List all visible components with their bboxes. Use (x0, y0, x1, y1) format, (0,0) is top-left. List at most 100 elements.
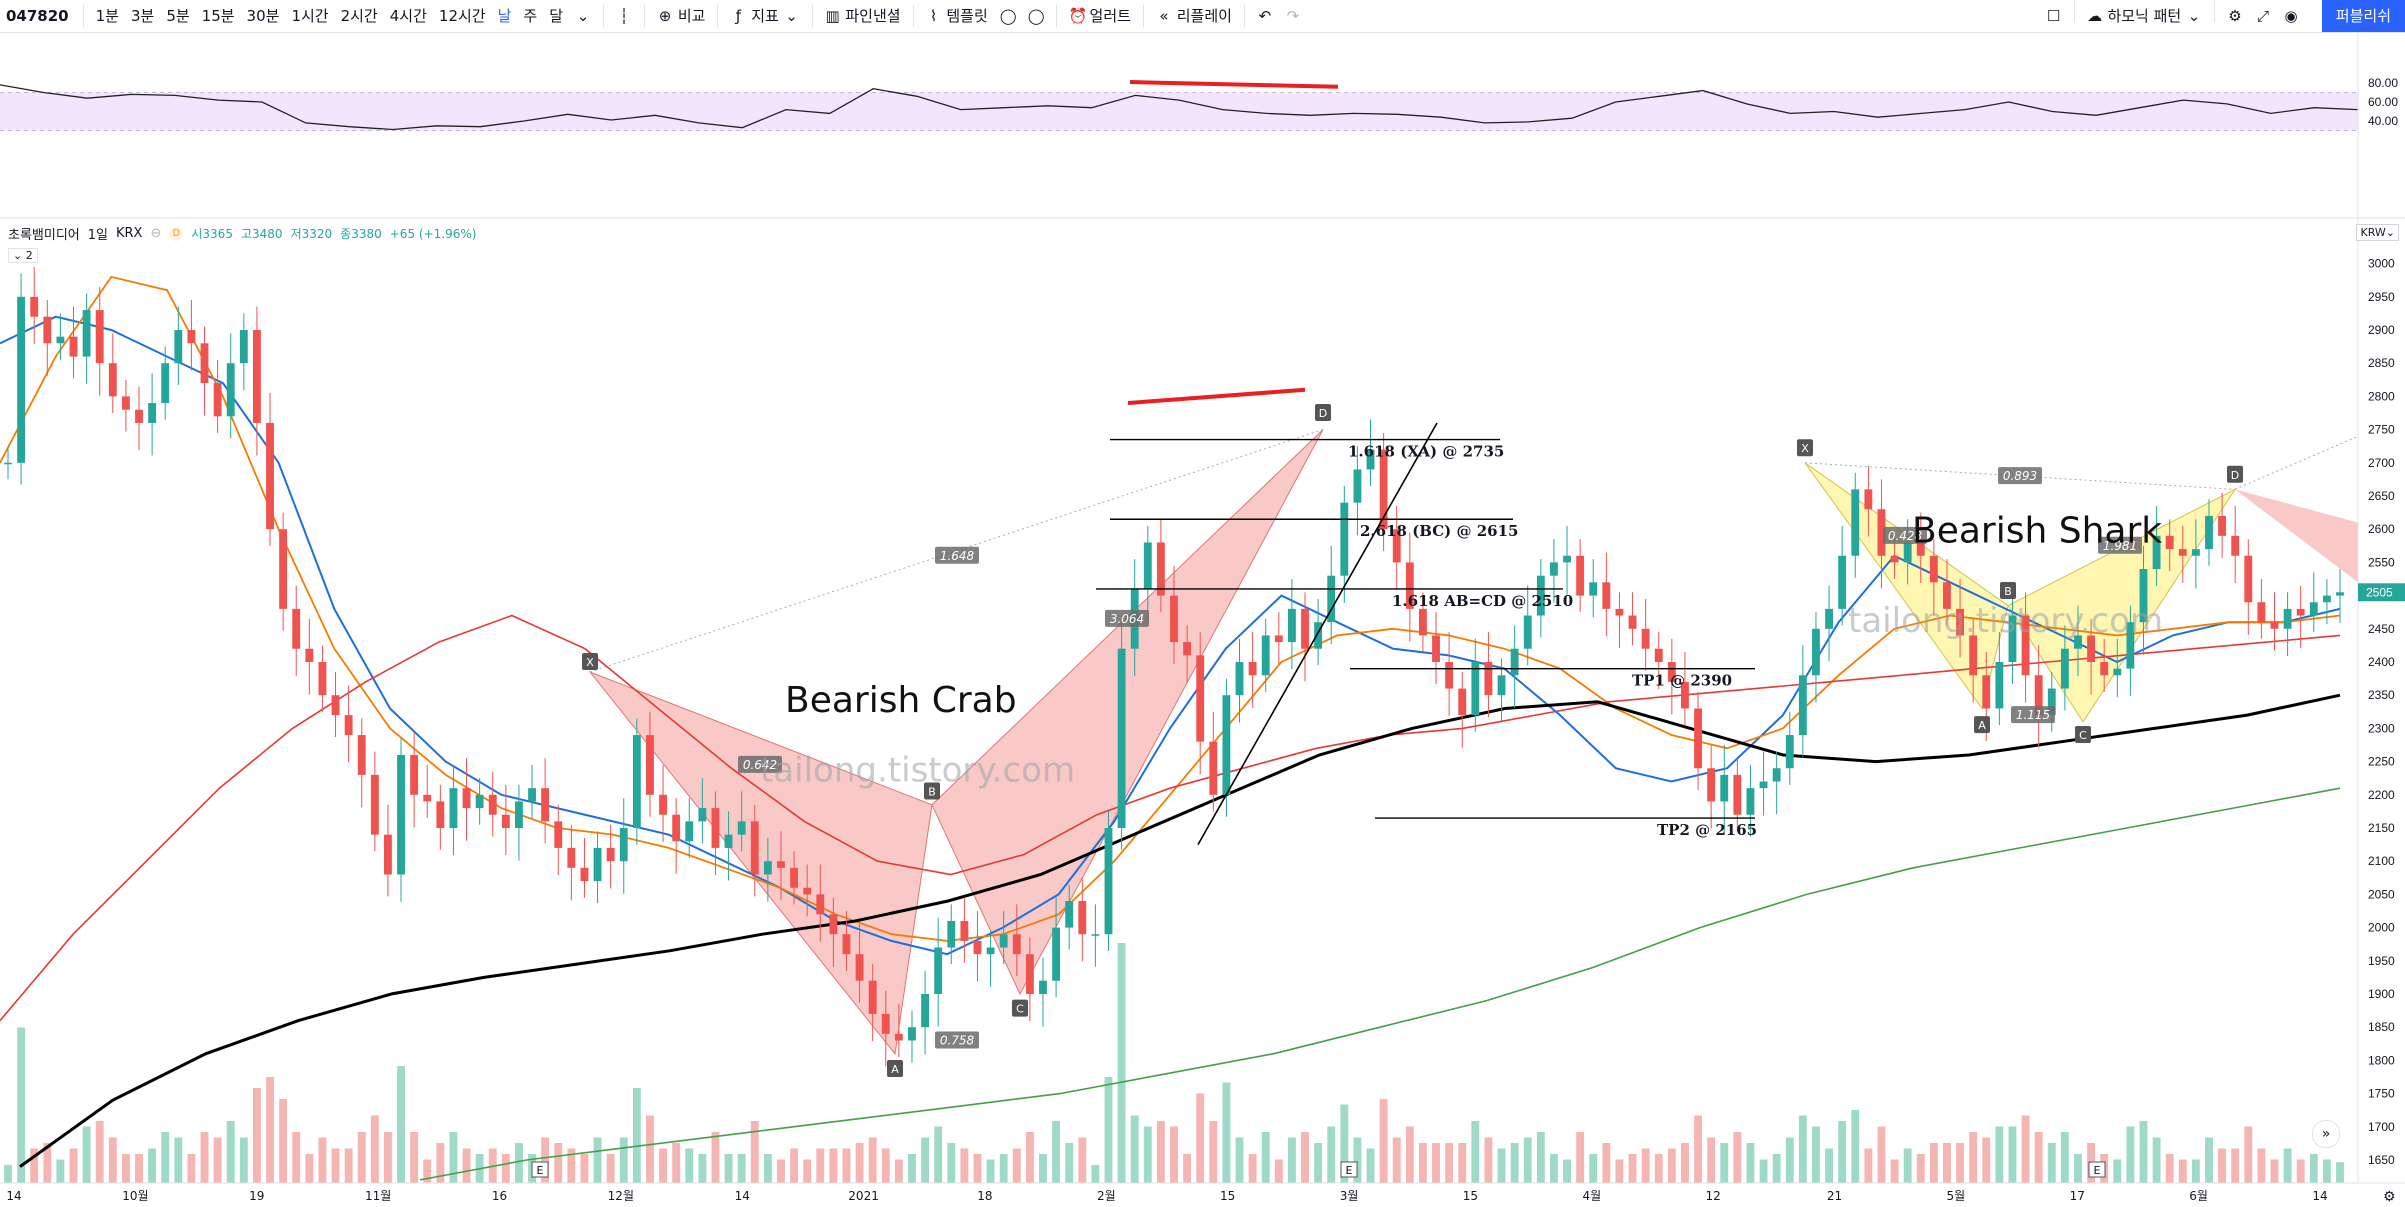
volume-bar (501, 1154, 510, 1183)
interval-day[interactable]: 날 (497, 7, 512, 25)
interval-week[interactable]: 주 (523, 7, 538, 25)
candle-body (816, 894, 825, 915)
volume-bar (1681, 1143, 1689, 1183)
publish-button[interactable]: 퍼블리쉬 (2321, 0, 2405, 32)
symbol-legend: 초록뱀미디어 1일 KRX ⊖ D 시3365 고3480 저3320 종338… (8, 224, 476, 243)
interval-15m[interactable]: 15분 (201, 7, 235, 25)
harmonic-pattern-button[interactable]: ☁ 하모닉 패턴 ⌄ (2081, 0, 2208, 32)
symbol-search[interactable]: 047820 (6, 7, 69, 25)
templates-button[interactable]: ⌇ 템플릿 (920, 0, 994, 32)
volume-bar (1995, 1126, 2004, 1183)
interval-3m[interactable]: 3분 (130, 7, 155, 25)
volume-bar (1956, 1143, 1964, 1183)
candle-body (488, 794, 497, 815)
symbol-name[interactable]: 초록뱀미디어 (8, 228, 80, 243)
interval-30m[interactable]: 30분 (246, 7, 280, 25)
volume-bar (1497, 1148, 1506, 1183)
interval-2h[interactable]: 2시간 (340, 7, 378, 25)
replay-button[interactable]: « 리플레이 (1150, 0, 1238, 32)
volume-bar (318, 1137, 327, 1183)
shark-projection (2235, 489, 2358, 583)
pine-button[interactable]: ▥ 파인낸셜 (819, 0, 907, 32)
fullscreen-layout-button[interactable]: ☐ (2040, 0, 2068, 32)
volume-bar (1903, 1148, 1912, 1183)
volume-bar (187, 1154, 196, 1183)
volume-bar (1458, 1143, 1467, 1183)
candle-body (1943, 582, 1951, 609)
indicator-collapse[interactable]: ⌄ 2 (8, 248, 38, 263)
candle-body (161, 363, 170, 404)
volume-bar (1484, 1137, 1493, 1183)
volume-bar (554, 1143, 563, 1183)
candle-body (894, 1033, 903, 1041)
chart-canvas[interactable]: 80.00 60.00 40.00 1.618 (XA) @ 2735 2.618 (… (0, 33, 2405, 1207)
candle-body (868, 980, 877, 1014)
volume-bar (174, 1137, 183, 1183)
layout-toggle-b[interactable]: ◯ (1022, 0, 1050, 32)
candle-body (829, 914, 838, 935)
candle-body (1235, 662, 1244, 696)
indicators-button[interactable]: ƒ 지표 ⌄ (724, 0, 805, 32)
interval-1h[interactable]: 1시간 (291, 7, 329, 25)
volume-bar (1196, 1093, 1205, 1183)
snapshot-button[interactable]: ◉ (2277, 0, 2305, 32)
crab-d-label-box (1315, 404, 1331, 421)
candle-body (986, 947, 995, 955)
rewind-icon: « (1159, 7, 1169, 25)
legend-low: 저3320 (290, 227, 333, 241)
candle-body (921, 994, 930, 1028)
layout-toggle-a[interactable]: ◯ (994, 0, 1022, 32)
toolbar-divider (82, 5, 84, 27)
candle-body (606, 847, 615, 862)
candle-body (1183, 642, 1192, 656)
interval-4h[interactable]: 4시간 (389, 7, 427, 25)
alert-button[interactable]: ⏰ 얼러트 (1063, 0, 1137, 32)
toolbar-divider (603, 5, 605, 27)
candle-body (1720, 774, 1729, 802)
candle-body (1314, 622, 1323, 649)
volume-bar (344, 1148, 353, 1183)
fullscreen-button[interactable]: ⤢ (2249, 0, 2277, 32)
volume-bar (1471, 1121, 1480, 1183)
volume-bar (252, 1088, 261, 1183)
volume-bar (1707, 1137, 1716, 1183)
volume-bar (161, 1132, 170, 1183)
candle-body (698, 808, 707, 822)
candle-body (593, 847, 602, 882)
price-tick-label: 2850 (2368, 356, 2395, 370)
shark-c-label: C (2079, 729, 2087, 742)
compare-button[interactable]: ⊕ 비교 (651, 0, 711, 32)
candle-body (1838, 555, 1847, 609)
volume-bar (135, 1154, 143, 1183)
chart-type-button[interactable]: ┆ (610, 0, 638, 32)
currency-select[interactable]: KRW⌄ (2356, 224, 2399, 241)
candle-body (1327, 575, 1336, 623)
price-tick-label: 2400 (2368, 655, 2395, 669)
volume-bar (619, 1137, 628, 1183)
earnings-marker-box (531, 1161, 549, 1178)
volume-bar (2322, 1159, 2331, 1183)
volume-bar (2139, 1121, 2148, 1183)
volume-bar (1301, 1132, 1309, 1183)
interval-month[interactable]: 달 (549, 7, 564, 25)
shark-d-label-box (2227, 465, 2243, 483)
candle-body (30, 296, 39, 317)
settings-button[interactable]: ⚙ (2221, 0, 2249, 32)
candle-body (384, 834, 392, 875)
scroll-to-realtime-button[interactable]: » (2312, 1120, 2340, 1148)
volume-bar (1104, 1077, 1113, 1183)
interval-12h[interactable]: 12시간 (438, 7, 486, 25)
candle-body (1772, 768, 1781, 782)
volume-bar (541, 1137, 550, 1183)
price-tick-label: 1900 (2368, 987, 2395, 1001)
volume-bar (580, 1154, 589, 1183)
toolbar-divider (717, 5, 719, 27)
interval-5m[interactable]: 5분 (166, 7, 190, 25)
interval-dropdown[interactable]: ⌄ (569, 0, 597, 32)
interval-1m[interactable]: 1분 (95, 7, 119, 25)
redo-button[interactable]: ↷ (1279, 0, 1307, 32)
undo-button[interactable]: ↶ (1251, 0, 1279, 32)
candle-body (1707, 768, 1716, 802)
legend-toggle[interactable]: ⊖ (150, 226, 162, 241)
candle-body (108, 363, 117, 397)
